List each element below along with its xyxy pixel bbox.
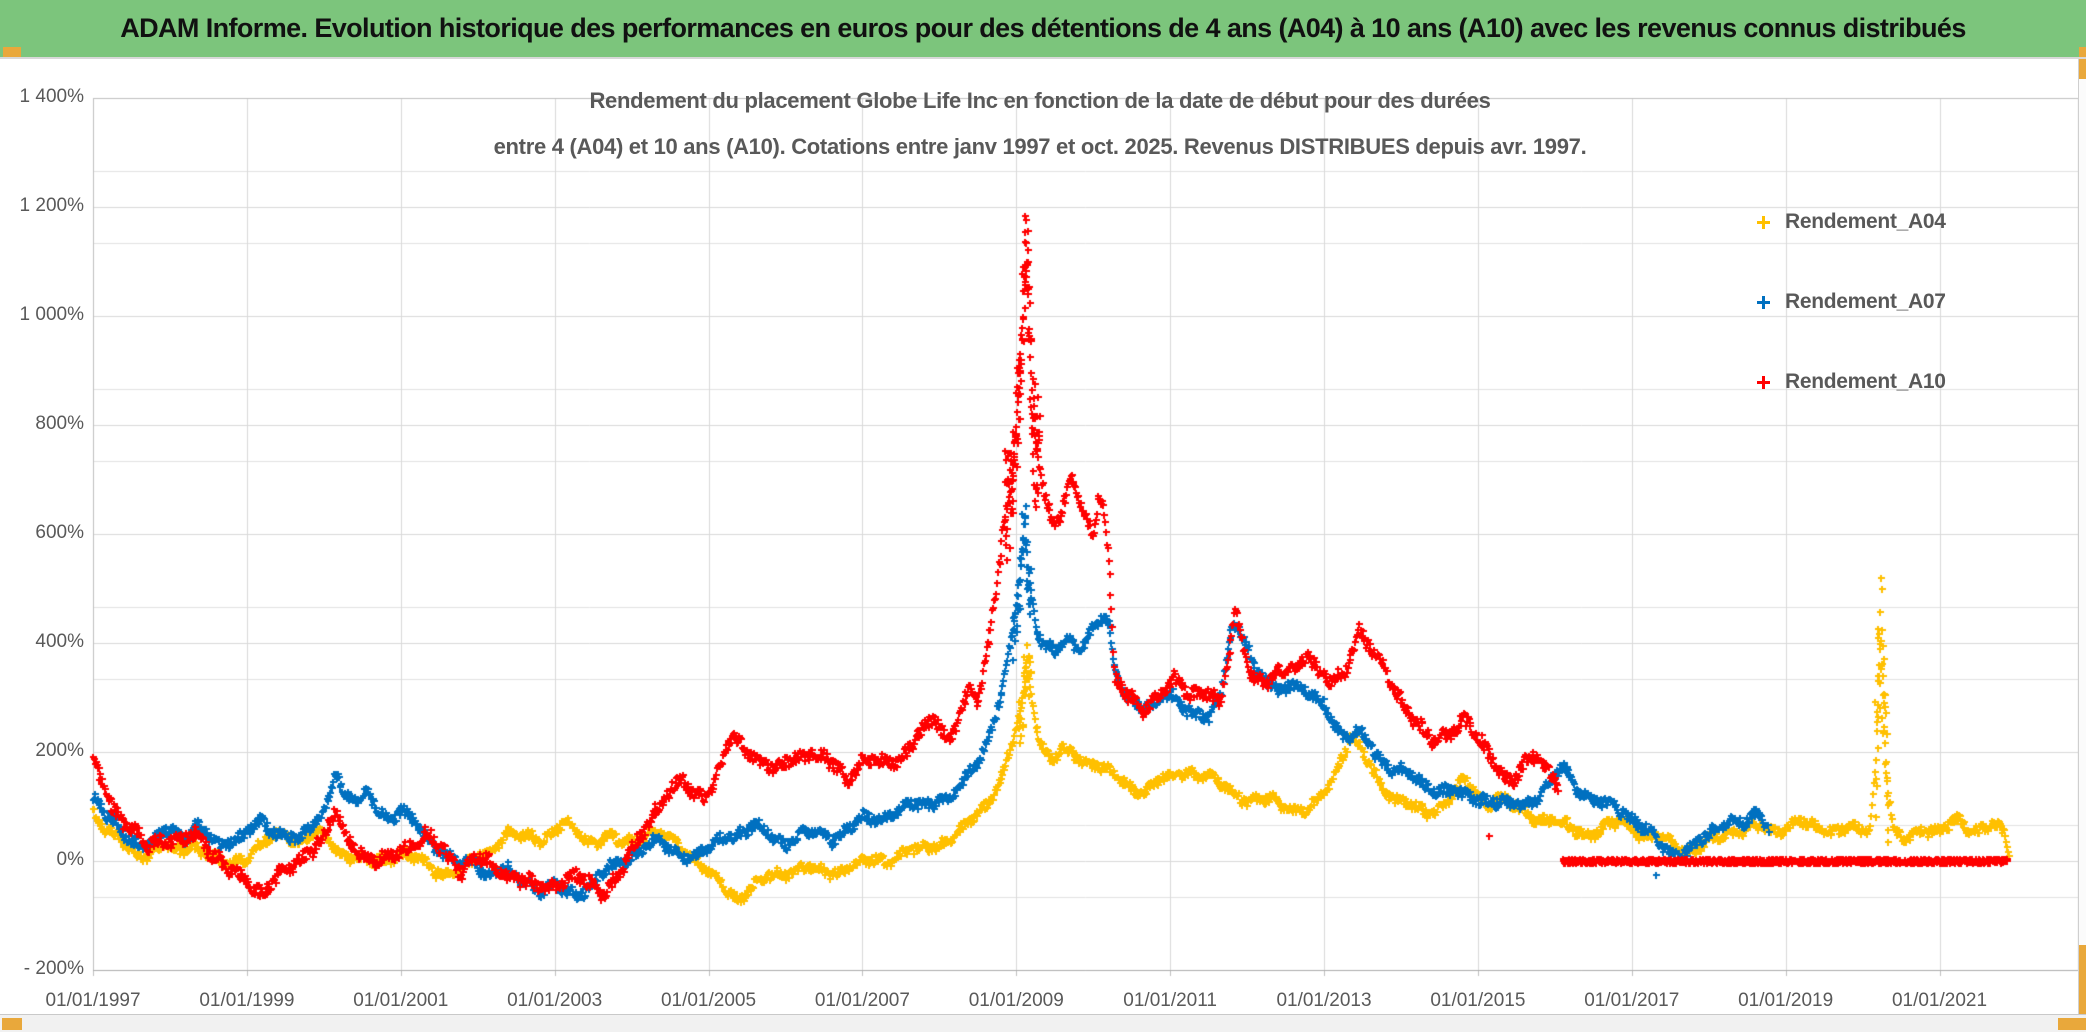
bottom-gold-right — [2058, 1018, 2086, 1030]
legend-item-rendement_a04[interactable]: Rendement_A04 — [1756, 210, 1946, 234]
x-axis-label: 01/01/2007 — [814, 990, 910, 1011]
y-axis-label: - 200% — [23, 958, 84, 979]
y-axis-label: 1 200% — [19, 195, 84, 216]
legend-item-rendement_a10[interactable]: Rendement_A10 — [1756, 370, 1946, 394]
x-axis-label: 01/01/2021 — [1891, 990, 1988, 1011]
y-axis-label: 1 400% — [19, 86, 84, 107]
chart-title-line1: Rendement du placement Globe Life Inc en… — [589, 88, 1491, 113]
vertical-scrollbar[interactable] — [2078, 59, 2086, 1014]
gold-accent-top-right — [2079, 47, 2086, 57]
legend-label: Rendement_A07 — [1785, 290, 1946, 313]
gold-accent-top-left — [3, 47, 21, 57]
legend-item-rendement_a07[interactable]: Rendement_A07 — [1756, 290, 1946, 314]
y-axis-label: 200% — [35, 740, 84, 761]
horizontal-scrollbar[interactable] — [0, 1014, 2086, 1032]
y-axis-label: 600% — [35, 522, 84, 543]
y-axis-label: 1 000% — [19, 304, 84, 325]
x-axis-label: 01/01/2011 — [1123, 990, 1217, 1011]
y-axis-label: 400% — [35, 631, 84, 652]
chart-title-line2: entre 4 (A04) et 10 ans (A10). Cotations… — [493, 134, 1587, 159]
x-axis-label: 01/01/2001 — [353, 990, 449, 1011]
legend-label: Rendement_A10 — [1785, 370, 1946, 393]
scrollbar-gold-bottom — [2079, 945, 2086, 1014]
x-axis-label: 01/01/2017 — [1584, 990, 1680, 1011]
x-axis-label: 01/01/2013 — [1276, 990, 1372, 1011]
x-axis-label: 01/01/1999 — [199, 990, 295, 1011]
scrollbar-gold-top — [2079, 59, 2086, 79]
x-axis-label: 01/01/2015 — [1430, 990, 1526, 1011]
y-axis-label: 0% — [56, 849, 84, 870]
y-axis-label: 800% — [35, 413, 84, 434]
bottom-gold-left — [2, 1018, 22, 1030]
plus-marker-icon — [1756, 215, 1771, 230]
plus-marker-icon — [1756, 295, 1771, 310]
x-axis-label: 01/01/1997 — [45, 990, 141, 1011]
header-title: ADAM Informe. Evolution historique des p… — [120, 13, 1966, 43]
x-axis-label: 01/01/2019 — [1738, 990, 1834, 1011]
header-banner: ADAM Informe. Evolution historique des p… — [0, 0, 2086, 59]
legend-label: Rendement_A04 — [1785, 210, 1946, 233]
x-axis-label: 01/01/2003 — [507, 990, 603, 1011]
plus-marker-icon — [1756, 375, 1771, 390]
x-axis-label: 01/01/2009 — [968, 990, 1064, 1011]
x-axis-label: 01/01/2005 — [660, 990, 757, 1011]
